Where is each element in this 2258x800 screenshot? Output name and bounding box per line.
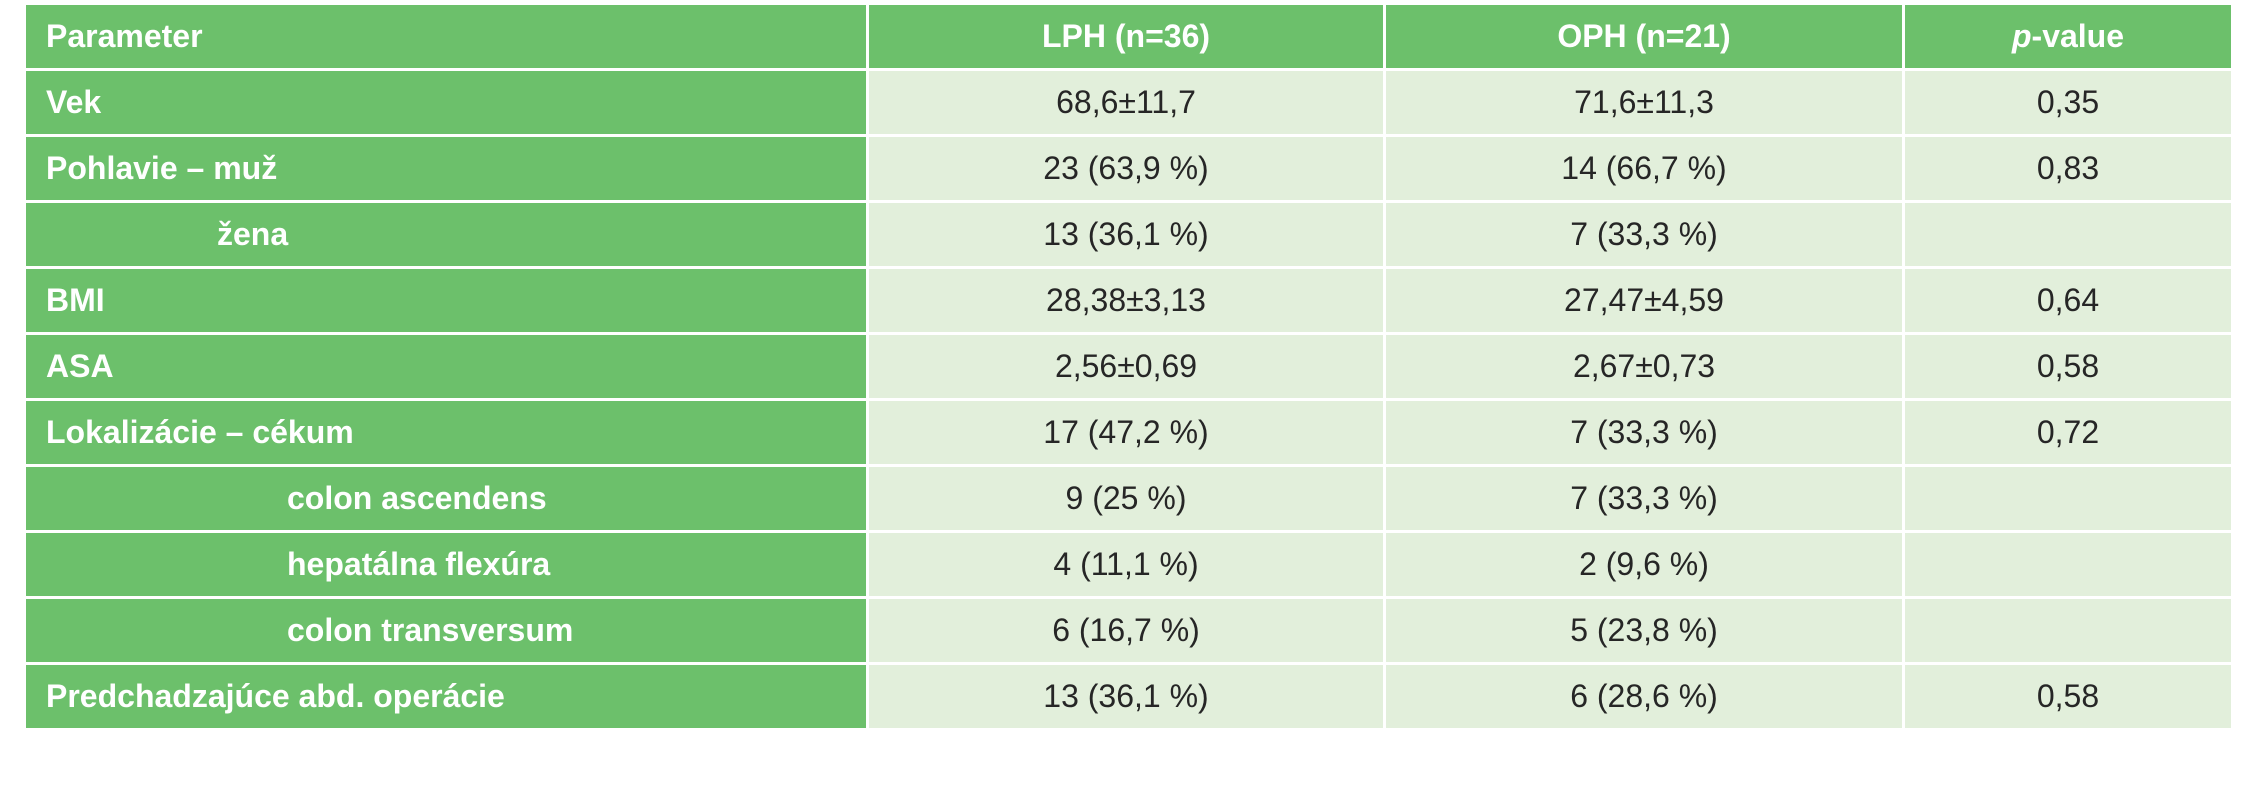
comparison-table: Parameter LPH (n=36) OPH (n=21) p-value …: [23, 2, 2234, 731]
row-label: colon ascendens: [26, 467, 866, 530]
row-label: Lokalizácie – cékum: [26, 401, 866, 464]
row-label: Pohlavie – muž: [26, 137, 866, 200]
table-row: colon transversum 6 (16,7 %) 5 (23,8 %): [26, 599, 2231, 662]
cell-lph: 6 (16,7 %): [869, 599, 1383, 662]
row-label: colon transversum: [26, 599, 866, 662]
cell-p-value: [1905, 467, 2231, 530]
cell-oph: 7 (33,3 %): [1386, 467, 1902, 530]
cell-p-value: 0,83: [1905, 137, 2231, 200]
cell-p-value: [1905, 203, 2231, 266]
header-p-italic: p: [2011, 18, 2032, 54]
header-p-value: p-value: [1905, 5, 2231, 68]
table-row: Predchadzajúce abd. operácie 13 (36,1 %) 6…: [26, 665, 2231, 728]
cell-p-value: 0,58: [1905, 665, 2231, 728]
table-header: Parameter LPH (n=36) OPH (n=21) p-value: [26, 5, 2231, 68]
table-row: Vek 68,6±11,7 71,6±11,3 0,35: [26, 71, 2231, 134]
table-row: hepatálna flexúra 4 (11,1 %) 2 (9,6 %): [26, 533, 2231, 596]
cell-oph: 2,67±0,73: [1386, 335, 1902, 398]
cell-lph: 17 (47,2 %): [869, 401, 1383, 464]
header-row: Parameter LPH (n=36) OPH (n=21) p-value: [26, 5, 2231, 68]
table-container: Parameter LPH (n=36) OPH (n=21) p-value …: [23, 2, 2234, 731]
cell-p-value: 0,72: [1905, 401, 2231, 464]
row-label: žena: [26, 203, 866, 266]
cell-p-value: 0,35: [1905, 71, 2231, 134]
table-row: colon ascendens 9 (25 %) 7 (33,3 %): [26, 467, 2231, 530]
row-label: BMI: [26, 269, 866, 332]
cell-p-value: [1905, 533, 2231, 596]
cell-oph: 7 (33,3 %): [1386, 203, 1902, 266]
row-label: hepatálna flexúra: [26, 533, 866, 596]
cell-lph: 2,56±0,69: [869, 335, 1383, 398]
cell-p-value: [1905, 599, 2231, 662]
table-row: ASA 2,56±0,69 2,67±0,73 0,58: [26, 335, 2231, 398]
cell-lph: 4 (11,1 %): [869, 533, 1383, 596]
table-row: žena 13 (36,1 %) 7 (33,3 %): [26, 203, 2231, 266]
cell-oph: 71,6±11,3: [1386, 71, 1902, 134]
row-label: ASA: [26, 335, 866, 398]
header-oph: OPH (n=21): [1386, 5, 1902, 68]
cell-oph: 6 (28,6 %): [1386, 665, 1902, 728]
cell-lph: 13 (36,1 %): [869, 665, 1383, 728]
table-row: Pohlavie – muž 23 (63,9 %) 14 (66,7 %) 0,83: [26, 137, 2231, 200]
table-row: Lokalizácie – cékum 17 (47,2 %) 7 (33,3 %)…: [26, 401, 2231, 464]
cell-p-value: 0,64: [1905, 269, 2231, 332]
cell-lph: 9 (25 %): [869, 467, 1383, 530]
cell-lph: 68,6±11,7: [869, 71, 1383, 134]
cell-oph: 2 (9,6 %): [1386, 533, 1902, 596]
table-row: BMI 28,38±3,13 27,47±4,59 0,64: [26, 269, 2231, 332]
cell-p-value: 0,58: [1905, 335, 2231, 398]
row-label: Vek: [26, 71, 866, 134]
cell-oph: 14 (66,7 %): [1386, 137, 1902, 200]
header-lph: LPH (n=36): [869, 5, 1383, 68]
cell-lph: 13 (36,1 %): [869, 203, 1383, 266]
cell-oph: 7 (33,3 %): [1386, 401, 1902, 464]
cell-lph: 23 (63,9 %): [869, 137, 1383, 200]
table-body: Vek 68,6±11,7 71,6±11,3 0,35 Pohlavie – muž 2…: [26, 71, 2231, 728]
cell-oph: 5 (23,8 %): [1386, 599, 1902, 662]
header-parameter: Parameter: [26, 5, 866, 68]
header-p-rest: -value: [2031, 18, 2125, 54]
row-label: Predchadzajúce abd. operácie: [26, 665, 866, 728]
cell-lph: 28,38±3,13: [869, 269, 1383, 332]
cell-oph: 27,47±4,59: [1386, 269, 1902, 332]
